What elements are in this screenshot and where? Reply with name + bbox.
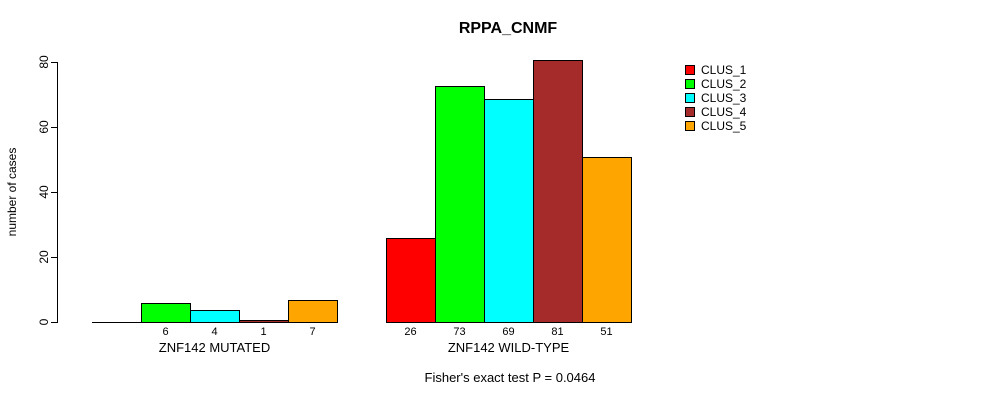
footnote: Fisher's exact test P = 0.0464 xyxy=(424,370,596,385)
bar-clus_3-group1 xyxy=(190,310,240,323)
chart-title: RPPA_CNMF xyxy=(458,20,558,37)
y-tick xyxy=(51,127,57,128)
bar-value-label: 1 xyxy=(260,326,267,338)
bar-clus_1-group1 xyxy=(92,322,142,323)
legend-entry-clus_3: CLUS_3 xyxy=(685,91,746,105)
bar-value-label: 6 xyxy=(162,326,169,338)
bar-value-label: 73 xyxy=(453,326,466,338)
bar-clus_2-group2 xyxy=(435,86,485,323)
bar-clus_5-group2 xyxy=(582,157,632,323)
bar-value-label: 7 xyxy=(309,326,316,338)
y-axis-line xyxy=(57,62,58,323)
y-tick xyxy=(51,257,57,258)
y-tick xyxy=(51,192,57,193)
legend-entry-clus_2: CLUS_2 xyxy=(685,77,746,91)
y-tick xyxy=(51,62,57,63)
y-tick-label: 40 xyxy=(37,185,51,199)
bar-clus_4-group2 xyxy=(533,60,583,323)
legend-swatch-icon xyxy=(685,93,695,103)
group-label-2: ZNF142 WILD-TYPE xyxy=(447,340,570,355)
bar-value-label: 26 xyxy=(404,326,417,338)
legend-label: CLUS_5 xyxy=(701,119,747,133)
y-tick-label: 60 xyxy=(37,120,51,134)
group-label-1: ZNF142 MUTATED xyxy=(158,340,271,355)
bar-clus_3-group2 xyxy=(484,99,534,323)
y-tick-label: 80 xyxy=(37,55,51,69)
legend-entry-clus_1: CLUS_1 xyxy=(685,63,746,77)
legend-entry-clus_4: CLUS_4 xyxy=(685,105,746,119)
bar-clus_5-group1 xyxy=(288,300,338,323)
legend-swatch-icon xyxy=(685,107,695,117)
legend: CLUS_1 CLUS_2 CLUS_3 CLUS_4 CLUS_5 xyxy=(685,63,746,133)
legend-label: CLUS_4 xyxy=(701,105,747,119)
legend-label: CLUS_1 xyxy=(701,63,747,77)
legend-swatch-icon xyxy=(685,65,695,75)
y-tick-label: 20 xyxy=(37,250,51,264)
bar-clus_1-group2 xyxy=(386,238,436,323)
bar-clus_4-group1 xyxy=(239,320,289,323)
legend-swatch-icon xyxy=(685,121,695,131)
y-tick-label: 0 xyxy=(37,318,51,326)
bar-value-label: 69 xyxy=(502,326,515,338)
legend-label: CLUS_2 xyxy=(701,77,747,91)
y-tick xyxy=(51,322,57,323)
legend-swatch-icon xyxy=(685,79,695,89)
bar-value-label: 81 xyxy=(551,326,564,338)
bar-clus_2-group1 xyxy=(141,303,191,323)
bar-value-label: 4 xyxy=(211,326,218,338)
y-axis-label: number of cases xyxy=(5,147,19,237)
legend-entry-clus_5: CLUS_5 xyxy=(685,119,746,133)
bar-value-label: 51 xyxy=(600,326,613,338)
legend-label: CLUS_3 xyxy=(701,91,747,105)
